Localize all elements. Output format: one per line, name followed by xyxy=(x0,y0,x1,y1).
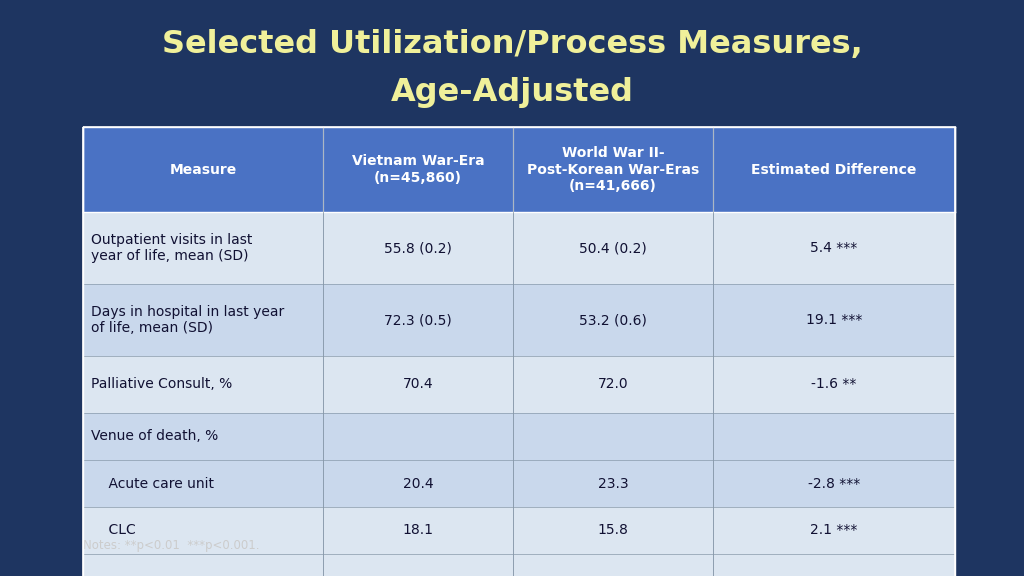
Text: Selected Utilization/Process Measures,: Selected Utilization/Process Measures, xyxy=(162,29,862,60)
Text: 50.4 (0.2): 50.4 (0.2) xyxy=(580,241,647,255)
Text: World War II-
Post-Korean War-Eras
(n=41,666): World War II- Post-Korean War-Eras (n=41… xyxy=(527,146,699,193)
Text: Venue of death, %: Venue of death, % xyxy=(91,430,218,444)
Text: -1.6 **: -1.6 ** xyxy=(811,377,857,392)
Text: 72.0: 72.0 xyxy=(598,377,629,392)
Text: 5.4 ***: 5.4 *** xyxy=(810,241,858,255)
Text: Measure: Measure xyxy=(169,162,237,176)
Text: Age-Adjusted: Age-Adjusted xyxy=(390,78,634,108)
Bar xyxy=(83,284,955,356)
Bar xyxy=(83,212,955,284)
Text: Vietnam War-Era
(n=45,860): Vietnam War-Era (n=45,860) xyxy=(351,154,484,184)
Text: 18.1: 18.1 xyxy=(402,524,433,537)
Text: 53.2 (0.6): 53.2 (0.6) xyxy=(579,313,647,327)
Text: Estimated Difference: Estimated Difference xyxy=(752,162,916,176)
Text: 2.1 ***: 2.1 *** xyxy=(810,524,858,537)
Text: Outpatient visits in last
year of life, mean (SD): Outpatient visits in last year of life, … xyxy=(91,233,252,263)
Text: 72.3 (0.5): 72.3 (0.5) xyxy=(384,313,452,327)
Bar xyxy=(83,127,955,212)
Text: Acute care unit: Acute care unit xyxy=(91,476,214,491)
Bar xyxy=(83,507,955,554)
Text: Palliative Consult, %: Palliative Consult, % xyxy=(91,377,232,392)
Bar xyxy=(83,356,955,413)
Text: CLC: CLC xyxy=(91,524,136,537)
Text: -2.8 ***: -2.8 *** xyxy=(808,476,860,491)
Text: Days in hospital in last year
of life, mean (SD): Days in hospital in last year of life, m… xyxy=(91,305,285,335)
Text: 20.4: 20.4 xyxy=(402,476,433,491)
Text: 55.8 (0.2): 55.8 (0.2) xyxy=(384,241,452,255)
Bar xyxy=(83,554,955,576)
Text: 23.3: 23.3 xyxy=(598,476,629,491)
Bar xyxy=(83,460,955,507)
Text: Notes: **p<0.01  ***p<0.001.: Notes: **p<0.01 ***p<0.001. xyxy=(83,539,259,551)
Text: 19.1 ***: 19.1 *** xyxy=(806,313,862,327)
Bar xyxy=(83,413,955,460)
Text: 70.4: 70.4 xyxy=(402,377,433,392)
Text: 15.8: 15.8 xyxy=(598,524,629,537)
Bar xyxy=(83,127,955,576)
